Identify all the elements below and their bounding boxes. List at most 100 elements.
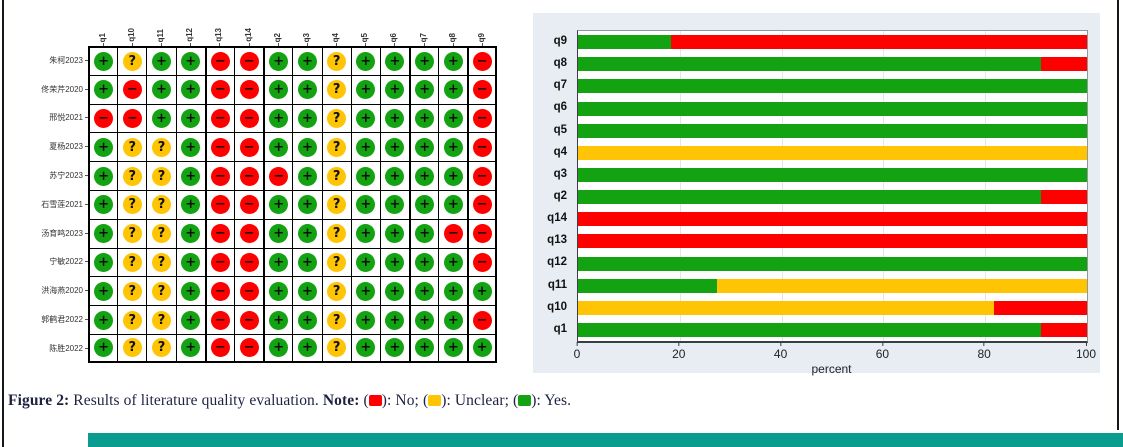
matrix-cell-q6: + [379,305,410,334]
matrix-cell-q10: ? [117,305,147,334]
matrix-cell-q6: + [379,276,410,306]
judgement-yes-icon: + [269,108,289,128]
judgement-unclear-icon: ? [151,338,171,358]
judgement-yes-icon: + [385,51,405,71]
matrix-cell-q5: + [350,276,380,306]
matrix-cell-q8: + [438,333,468,363]
matrix-cell-q3: + [292,103,322,133]
bar-segment-no [670,35,1087,50]
judgement-yes-icon: + [415,224,435,244]
bar-segment-unclear [716,278,1087,293]
matrix-cell-q4: ? [321,218,351,248]
caption-text: Results of literature quality evaluation… [73,392,319,409]
matrix-cell-q7: + [409,103,439,133]
judgement-no-icon: − [210,195,230,215]
matrix-cell-q9: − [467,132,497,162]
matrix-cell-q7: + [409,132,439,162]
matrix-cell-q2: + [263,74,293,104]
matrix-cell-q8: + [438,276,468,306]
judgement-yes-icon: + [94,166,114,186]
column-header-q13: q13 [205,12,234,46]
y-label-q13: q13 [547,234,567,247]
matrix-cell-q11: ? [146,305,176,334]
bar-row-q12 [578,256,1087,271]
column-header-label: q12 [185,28,195,42]
matrix-cell-q11: ? [146,333,176,363]
matrix-cell-q2: + [263,218,293,248]
judgement-yes-icon: + [269,224,289,244]
judgement-yes-icon: + [181,51,201,71]
gridline-80 [985,31,987,341]
study-label: 郭鹤君2022 [6,305,88,334]
matrix-cell-q11: ? [146,132,176,162]
matrix-cell-q1: + [88,74,118,104]
matrix-cell-q3: + [292,132,322,162]
matrix-cell-q13: − [204,161,234,190]
matrix-cell-q5: + [350,161,380,190]
matrix-cell-q8: + [438,74,468,104]
matrix-cell-q8: + [438,247,468,277]
judgement-unclear-icon: ? [327,281,347,301]
matrix-cell-q11: ? [146,189,176,219]
column-header-q9: q9 [467,12,496,46]
x-tick-80: 80 [978,342,991,361]
judgement-unclear-icon: ? [327,80,347,100]
judgement-yes-icon: + [269,281,289,301]
matrix-cell-q2: + [263,333,293,363]
column-header-label: q3 [301,32,311,42]
judgement-unclear-icon: ? [151,281,171,301]
judgement-no-icon: − [122,108,142,128]
matrix-cell-q6: + [379,132,410,162]
bar-segment-yes [578,278,717,293]
judgement-yes-icon: + [415,252,435,272]
matrix-cell-q10: ? [117,132,147,162]
judgement-yes-icon: + [181,338,201,358]
judgement-yes-icon: + [269,51,289,71]
matrix-cell-q4: ? [321,46,351,75]
judgement-yes-icon: + [356,51,376,71]
x-tick-60: 60 [876,342,889,361]
matrix-cell-q9: − [467,103,497,133]
judgement-yes-icon: + [356,310,376,330]
judgement-yes-icon: + [297,51,317,71]
matrix-cell-q6: + [379,247,410,277]
x-tick-mark [780,342,782,346]
bar-segment-yes [578,101,1087,116]
y-label-q9: q9 [553,35,567,48]
matrix-cell-q1: + [88,333,118,363]
matrix-cell-q14: − [233,247,264,277]
x-tick-mark [881,342,883,346]
gridline-60 [883,31,885,341]
judgement-yes-icon: + [415,310,435,330]
matrix-cell-q12: + [175,103,205,133]
matrix-cell-q9: − [467,305,497,334]
judgement-yes-icon: + [94,281,114,301]
judgement-yes-icon: + [297,281,317,301]
column-header-label: q8 [447,32,457,42]
matrix-cell-q5: + [350,103,380,133]
column-header-q11: q11 [146,12,175,46]
matrix-cell-q3: + [292,161,322,190]
matrix-cell-q7: + [409,247,439,277]
matrix-cell-q12: + [175,189,205,219]
judgement-yes-icon: + [297,80,317,100]
x-tick-label: 0 [573,347,581,361]
judgement-no-icon: − [239,80,259,100]
matrix-cell-q14: − [233,333,264,363]
matrix-cell-q10: ? [117,218,147,248]
matrix-cell-q7: + [409,276,439,306]
matrix-cell-q6: + [379,46,410,75]
matrix-cell-q11: + [146,103,176,133]
judgement-unclear-icon: ? [327,310,347,330]
matrix-cell-q4: ? [321,132,351,162]
matrix-cell-q9: + [467,276,497,306]
matrix-cell-q4: ? [321,333,351,363]
matrix-cell-q3: + [292,46,322,75]
matrix-cell-q7: + [409,74,439,104]
x-tick-0: 0 [573,342,581,361]
judgement-yes-icon: + [385,310,405,330]
matrix-cell-q9: − [467,247,497,277]
matrix-cell-q9: − [467,218,497,248]
column-header-label: q6 [389,32,399,42]
